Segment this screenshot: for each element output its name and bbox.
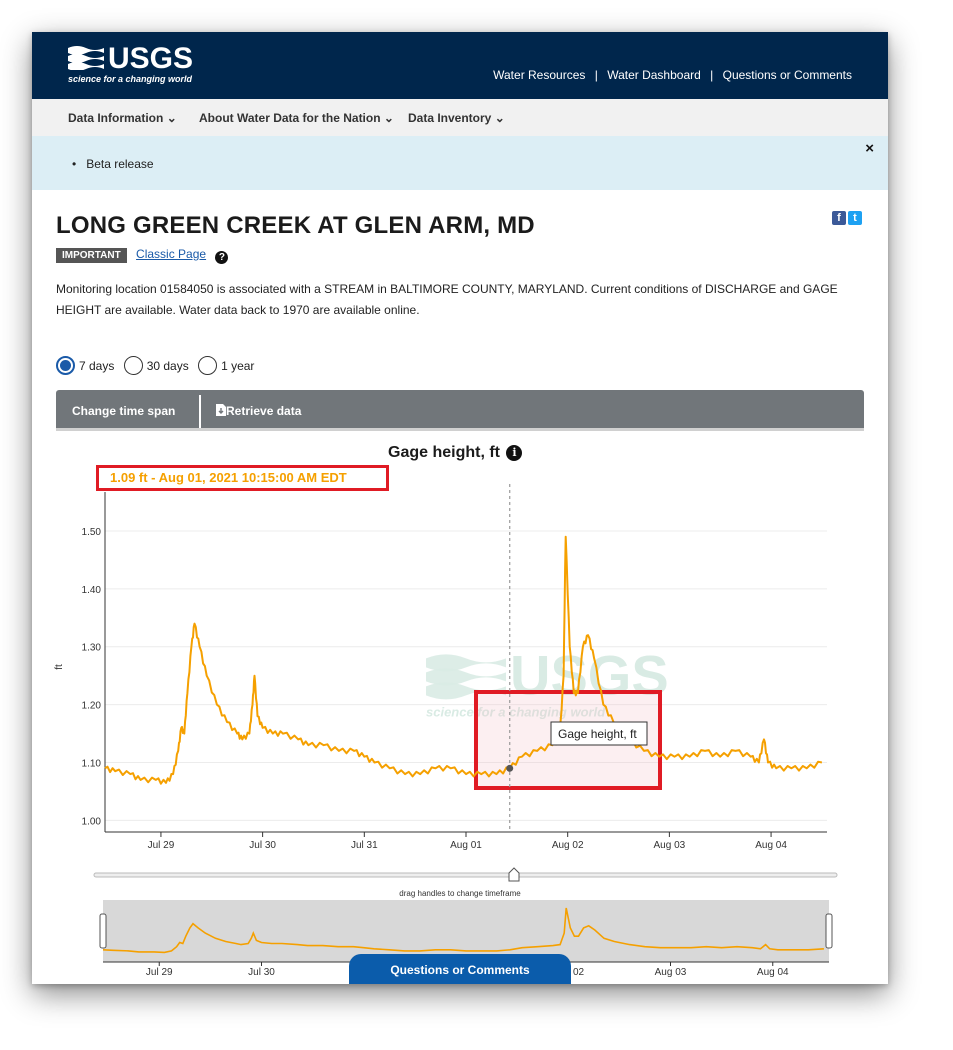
y-tick-label: 1.40	[82, 585, 102, 596]
chart-toolbar: Change time span Retrieve data	[56, 390, 864, 431]
chevron-down-icon: ⌄	[383, 111, 394, 125]
gage-height-line	[104, 535, 823, 785]
header-links: Water Resources | Water Dashboard | Ques…	[493, 68, 852, 82]
brush-area	[103, 900, 829, 962]
brush-handle	[825, 913, 833, 949]
y-tick-label: 1.50	[82, 527, 102, 538]
chevron-down-icon: ⌄	[494, 111, 505, 125]
questions-comments-button[interactable]: Questions or Comments	[349, 954, 571, 984]
close-icon[interactable]: ×	[865, 140, 874, 157]
brush-line	[102, 907, 824, 954]
cursor-point	[506, 764, 514, 772]
download-file-icon	[216, 404, 226, 416]
link-separator: |	[594, 68, 598, 82]
toolbar-divider	[199, 395, 201, 428]
retrieve-data-label: Retrieve data	[226, 404, 302, 418]
brush-handle	[99, 913, 107, 949]
site-description: Monitoring location 01584050 is associat…	[56, 282, 838, 317]
x-tick-label: Jul 30	[249, 840, 276, 851]
water-resources-link[interactable]: Water Resources	[493, 68, 586, 82]
nav-label: About Water Data for the Nation	[199, 111, 381, 125]
x-tick-label: Aug 04	[755, 840, 787, 851]
radio-label-7-days[interactable]: 7 days	[79, 358, 115, 373]
page-title: LONG GREEN CREEK AT GLEN ARM, MD	[56, 212, 535, 239]
y-tick-label: 1.20	[82, 701, 102, 712]
browser-page: USGS science for a changing world Water …	[32, 32, 888, 984]
x-tick-label: Jul 31	[351, 840, 378, 851]
brush-x-tick-label: Aug 03	[655, 967, 687, 978]
question-circle-icon[interactable]: ?	[215, 251, 229, 264]
radio-30-days[interactable]	[123, 356, 143, 375]
important-badge: IMPORTANT	[56, 248, 127, 263]
brush-x-tick-label: Jul 30	[248, 967, 275, 978]
important-row: IMPORTANT Classic Page ?	[56, 247, 229, 264]
x-tick-label: Aug 03	[654, 840, 686, 851]
facebook-icon[interactable]: f	[832, 211, 846, 225]
x-tick-label: Aug 01	[450, 840, 482, 851]
retrieve-data-button[interactable]: Retrieve data	[216, 404, 301, 418]
classic-page-link[interactable]: Classic Page	[136, 247, 207, 261]
radio-label-30-days[interactable]: 30 days	[146, 358, 189, 373]
y-tick-label: 1.00	[82, 816, 102, 827]
radio-label-1-year[interactable]: 1 year	[221, 358, 255, 373]
slider-handle-icon	[508, 867, 520, 882]
beta-banner: • Beta release ×	[32, 136, 888, 190]
water-dashboard-link[interactable]: Water Dashboard	[607, 68, 701, 82]
main-nav: Data Information ⌄ About Water Data for …	[32, 99, 888, 136]
watermark-wave-icon	[426, 668, 506, 686]
logo-wordmark: USGS	[108, 42, 194, 75]
nav-label: Data Information	[68, 111, 164, 125]
logo-tagline: science for a changing world	[68, 74, 193, 84]
twitter-icon[interactable]: t	[848, 211, 862, 225]
x-tick-label: Jul 29	[148, 840, 175, 851]
brush-hint: drag handles to change timeframe	[399, 889, 521, 898]
chart-title: Gage height, ft i	[388, 444, 523, 462]
nav-data-information[interactable]: Data Information ⌄	[68, 111, 177, 125]
watermark-wave-icon	[426, 654, 506, 672]
radio-7-days[interactable]	[56, 356, 75, 375]
radio-1-year[interactable]	[198, 356, 218, 375]
chevron-down-icon: ⌄	[166, 111, 177, 125]
nav-data-inventory[interactable]: Data Inventory ⌄	[408, 111, 505, 125]
time-span-radios: 7 days 30 days 1 year	[56, 356, 260, 375]
site-header: USGS science for a changing world Water …	[32, 32, 888, 99]
tooltip-text: Gage height, ft	[558, 727, 637, 741]
change-time-span-button[interactable]: Change time span	[72, 404, 176, 418]
y-tick-label: 1.10	[82, 759, 102, 770]
y-tick-label: 1.30	[82, 643, 102, 654]
banner-text: Beta release	[86, 157, 154, 171]
brush-x-tick-label: Aug 04	[757, 967, 789, 978]
y-axis-label: ft	[54, 664, 65, 670]
tooltip-box	[550, 721, 648, 746]
brush-x-tick-label: Jul 29	[146, 967, 173, 978]
chart-title-text: Gage height, ft	[388, 444, 500, 461]
nav-label: Data Inventory	[408, 111, 492, 125]
questions-comments-link[interactable]: Questions or Comments	[722, 68, 852, 82]
link-separator: |	[710, 68, 714, 82]
banner-item: • Beta release	[72, 157, 154, 171]
gage-height-chart: 1.00 1.10 1.20 1.30 1.40 1.50 ft Jul 29 Jul 30 Ju…	[54, 484, 838, 978]
cursor-readout: 1.09 ft - Aug 01, 2021 10:15:00 AM EDT	[96, 465, 389, 491]
usgs-waves-icon	[68, 46, 104, 70]
x-tick-label: Aug 02	[552, 840, 584, 851]
usgs-logo[interactable]: USGS science for a changing world	[68, 42, 193, 84]
watermark-wave-icon	[426, 682, 506, 700]
watermark-wordmark: USGS	[510, 643, 669, 706]
info-icon[interactable]: i	[506, 445, 523, 461]
nav-about-water-data[interactable]: About Water Data for the Nation ⌄	[199, 111, 394, 125]
